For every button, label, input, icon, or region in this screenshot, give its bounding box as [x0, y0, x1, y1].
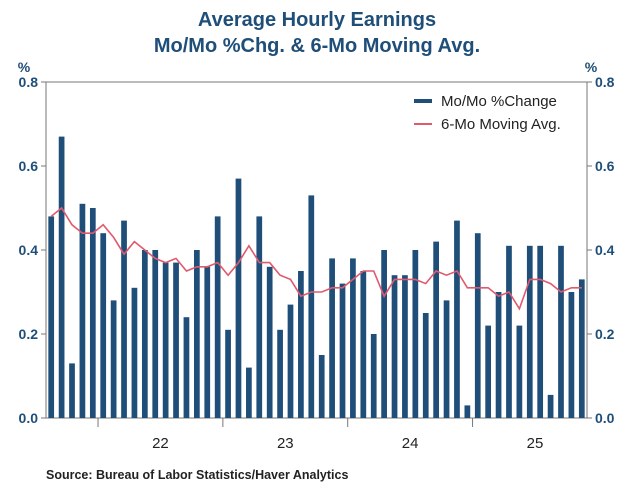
y-tick-label-left: 0.2	[19, 326, 39, 342]
x-tick-label: 22	[152, 435, 169, 452]
right-axis: 0.0 0.2 0.4 0.6 0.8	[587, 74, 615, 426]
bar	[578, 279, 585, 418]
bar	[48, 216, 55, 418]
bar	[173, 262, 179, 418]
bar	[287, 304, 294, 418]
bar	[339, 283, 346, 418]
chart-subtitle: Mo/Mo %Chg. & 6-Mo Moving Avg.	[154, 35, 480, 57]
bar	[235, 178, 242, 418]
bar	[568, 292, 575, 418]
y-tick-label-left: 0.8	[19, 74, 39, 90]
bar	[391, 275, 398, 418]
bar	[506, 245, 512, 418]
bar	[443, 300, 450, 418]
bar	[152, 250, 159, 418]
moving-average-line	[50, 206, 582, 311]
bar	[537, 245, 544, 418]
x-axis: 22 23 24 25	[97, 418, 544, 452]
y-tick-label-left: 0.0	[19, 410, 39, 426]
bar	[131, 287, 138, 418]
bar	[433, 241, 440, 418]
bar	[193, 250, 200, 418]
y-tick-label-right: 0.8	[595, 74, 615, 90]
bar	[89, 208, 96, 418]
y-tick-label-right: 0.6	[595, 158, 615, 174]
bar	[318, 355, 325, 418]
bar	[526, 245, 533, 418]
bar	[454, 220, 460, 418]
left-axis-unit: %	[18, 59, 31, 75]
bar	[485, 325, 492, 418]
bar	[516, 325, 523, 418]
line-series	[50, 206, 582, 311]
chart-title: Average Hourly Earnings	[198, 9, 436, 31]
bar	[298, 271, 304, 418]
bar	[547, 394, 554, 418]
bar	[266, 266, 273, 418]
bar	[412, 250, 419, 418]
y-tick-label-right: 0.0	[595, 410, 615, 426]
bar	[350, 258, 356, 418]
bar	[162, 262, 169, 418]
y-tick-label-right: 0.2	[595, 326, 615, 342]
x-tick-label: 24	[402, 435, 419, 452]
bar	[79, 203, 86, 418]
legend: Mo/Mo %Change 6-Mo Moving Avg.	[414, 93, 561, 133]
bar	[225, 329, 231, 418]
bar	[464, 405, 471, 418]
bar	[246, 367, 252, 418]
legend-label-line: 6-Mo Moving Avg.	[441, 116, 561, 133]
bar	[474, 233, 481, 418]
left-axis: 0.0 0.2 0.4 0.6 0.8	[19, 74, 46, 426]
bar	[110, 300, 117, 418]
right-axis-unit: %	[585, 59, 598, 75]
legend-label-bar: Mo/Mo %Change	[441, 93, 557, 110]
bar	[381, 250, 387, 418]
bar	[69, 363, 75, 418]
bar	[370, 334, 377, 418]
bar	[495, 292, 502, 418]
source-note: Source: Bureau of Labor Statistics/Haver…	[46, 468, 348, 482]
bar	[214, 216, 221, 418]
bar	[360, 271, 367, 418]
x-tick-label: 23	[277, 435, 294, 452]
bar	[329, 258, 335, 418]
bar	[183, 317, 190, 418]
bar	[256, 216, 263, 418]
bar	[558, 245, 564, 418]
bar	[141, 250, 148, 418]
y-tick-label-right: 0.4	[595, 242, 615, 258]
y-tick-label-left: 0.4	[19, 242, 39, 258]
bar	[121, 220, 127, 418]
bar	[204, 266, 211, 418]
bar	[402, 275, 408, 418]
bar	[100, 233, 107, 418]
bar-series	[48, 136, 585, 418]
bar	[277, 329, 283, 418]
bar	[422, 313, 429, 418]
y-tick-label-left: 0.6	[19, 158, 39, 174]
legend-swatch-bar	[414, 99, 432, 103]
bar	[58, 136, 65, 418]
x-tick-label: 25	[527, 435, 544, 452]
bar	[308, 195, 315, 418]
